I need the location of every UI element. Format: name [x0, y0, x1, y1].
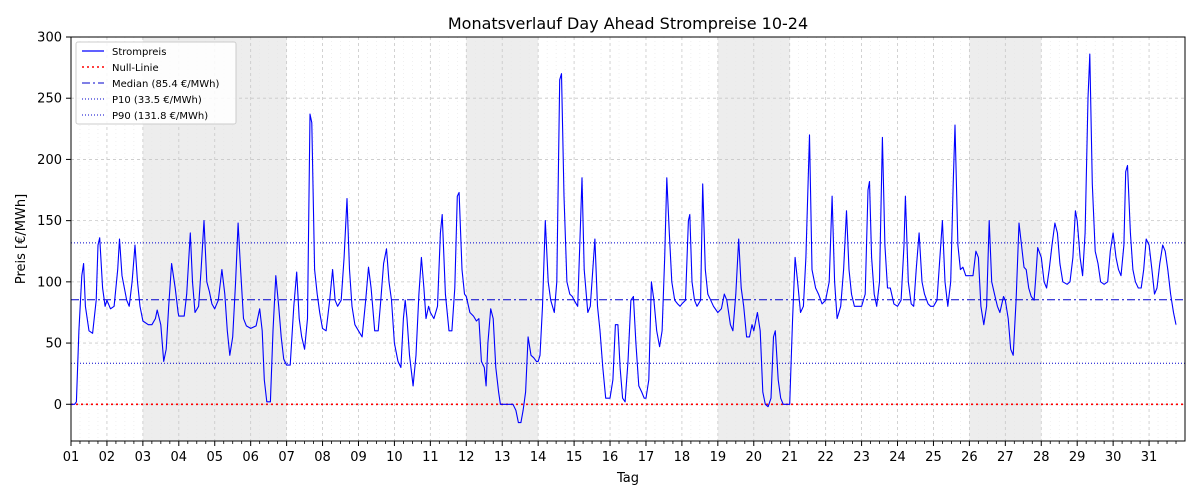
legend-label-strompreis: Strompreis [112, 47, 166, 58]
x-tick-label: 12 [458, 450, 475, 465]
x-tick-label: 07 [278, 450, 295, 465]
y-tick-label: 100 [37, 275, 62, 290]
x-tick-label: 23 [853, 450, 870, 465]
series-line-strompreis [71, 53, 1177, 424]
x-tick-label: 30 [1105, 450, 1122, 465]
x-tick-label: 11 [422, 450, 439, 465]
x-tick-label: 01 [63, 450, 80, 465]
x-tick-label: 19 [710, 450, 727, 465]
y-tick-label: 300 [37, 31, 62, 46]
chart-title: Monatsverlauf Day Ahead Strompreise 10-2… [448, 14, 808, 33]
x-tick-label: 17 [638, 450, 655, 465]
y-axis-label: Preis [€/MWh] [14, 194, 29, 284]
legend-label-median: Median (85.4 €/MWh) [112, 79, 219, 90]
x-tick-label: 18 [674, 450, 691, 465]
y-tick-label: 200 [37, 153, 62, 168]
x-tick-label: 09 [350, 450, 367, 465]
legend-label-p90: P90 (131.8 €/MWh) [112, 111, 208, 122]
x-tick-label: 21 [781, 450, 798, 465]
x-tick-label: 14 [530, 450, 547, 465]
x-tick-label: 02 [99, 450, 116, 465]
legend-label-null-linie: Null-Linie [112, 63, 159, 74]
x-tick-label: 26 [961, 450, 978, 465]
legend-box [75, 41, 237, 125]
x-ticks: 01 02 03 04 05 06 07 08 09 10 11 12 13 14 15 16 17 18 19 20… [63, 441, 1177, 465]
x-tick-label: 16 [602, 450, 619, 465]
legend: Strompreis Null-Linie Median (85.4 €/MWh… [75, 41, 237, 125]
grid [70, 36, 1186, 441]
y-tick-label: 0 [54, 398, 62, 413]
x-tick-label: 13 [494, 450, 511, 465]
y-tick-label: 50 [45, 337, 62, 352]
x-tick-label: 28 [1033, 450, 1050, 465]
x-tick-label: 05 [206, 450, 223, 465]
legend-label-p10: P10 (33.5 €/MWh) [112, 95, 202, 106]
y-tick-label: 150 [37, 214, 62, 229]
x-tick-label: 03 [135, 450, 152, 465]
x-tick-label: 04 [171, 450, 188, 465]
x-tick-label: 31 [1141, 450, 1158, 465]
x-tick-label: 29 [1069, 450, 1086, 465]
x-tick-label: 25 [925, 450, 942, 465]
x-tick-label: 20 [746, 450, 763, 465]
x-tick-label: 06 [242, 450, 259, 465]
x-tick-label: 24 [889, 450, 906, 465]
x-tick-label: 15 [566, 450, 583, 465]
y-tick-label: 250 [37, 92, 62, 107]
x-tick-label: 27 [997, 450, 1014, 465]
series-layer [71, 53, 1177, 424]
reference-lines [71, 242, 1185, 406]
x-tick-label: 08 [314, 450, 331, 465]
y-ticks: 0 50 100 150 200 250 300 [37, 31, 71, 413]
x-tick-label: 22 [817, 450, 834, 465]
x-axis-label: Tag [616, 471, 639, 486]
x-tick-label: 10 [386, 450, 403, 465]
